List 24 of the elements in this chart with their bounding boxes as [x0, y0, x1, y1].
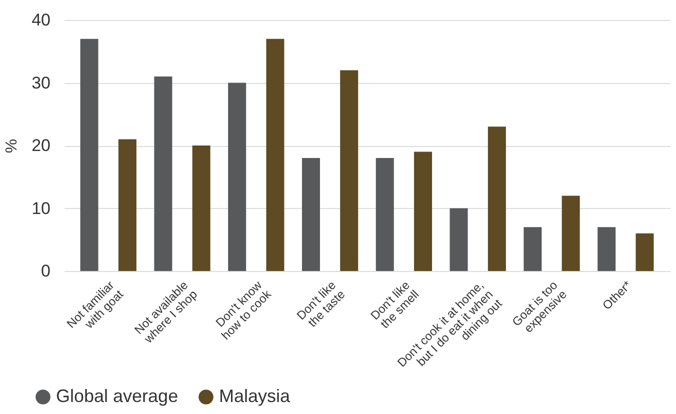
bar: [562, 196, 580, 271]
bar: [228, 82, 246, 271]
bar: [414, 152, 432, 271]
y-tick-label: 20: [32, 136, 50, 155]
bar: [118, 139, 136, 271]
y-tick-label: 10: [32, 198, 50, 218]
y-tick-label: 0: [41, 262, 50, 280]
bar: [598, 227, 616, 271]
bar: [192, 146, 210, 271]
bar: [376, 158, 394, 271]
bar: [302, 158, 320, 271]
bar: [340, 70, 358, 271]
bar: [636, 233, 654, 271]
y-axis-title: %: [4, 138, 21, 154]
legend-label: Malaysia: [219, 386, 292, 406]
y-tick-label: 40: [32, 10, 50, 30]
bar: [266, 38, 284, 271]
bar: [80, 38, 98, 271]
bar: [450, 208, 468, 271]
bar: [488, 126, 506, 271]
y-tick-label: 30: [32, 73, 50, 92]
bar: [154, 76, 172, 271]
legend-label: Global average: [56, 386, 178, 406]
bar: [524, 227, 542, 271]
